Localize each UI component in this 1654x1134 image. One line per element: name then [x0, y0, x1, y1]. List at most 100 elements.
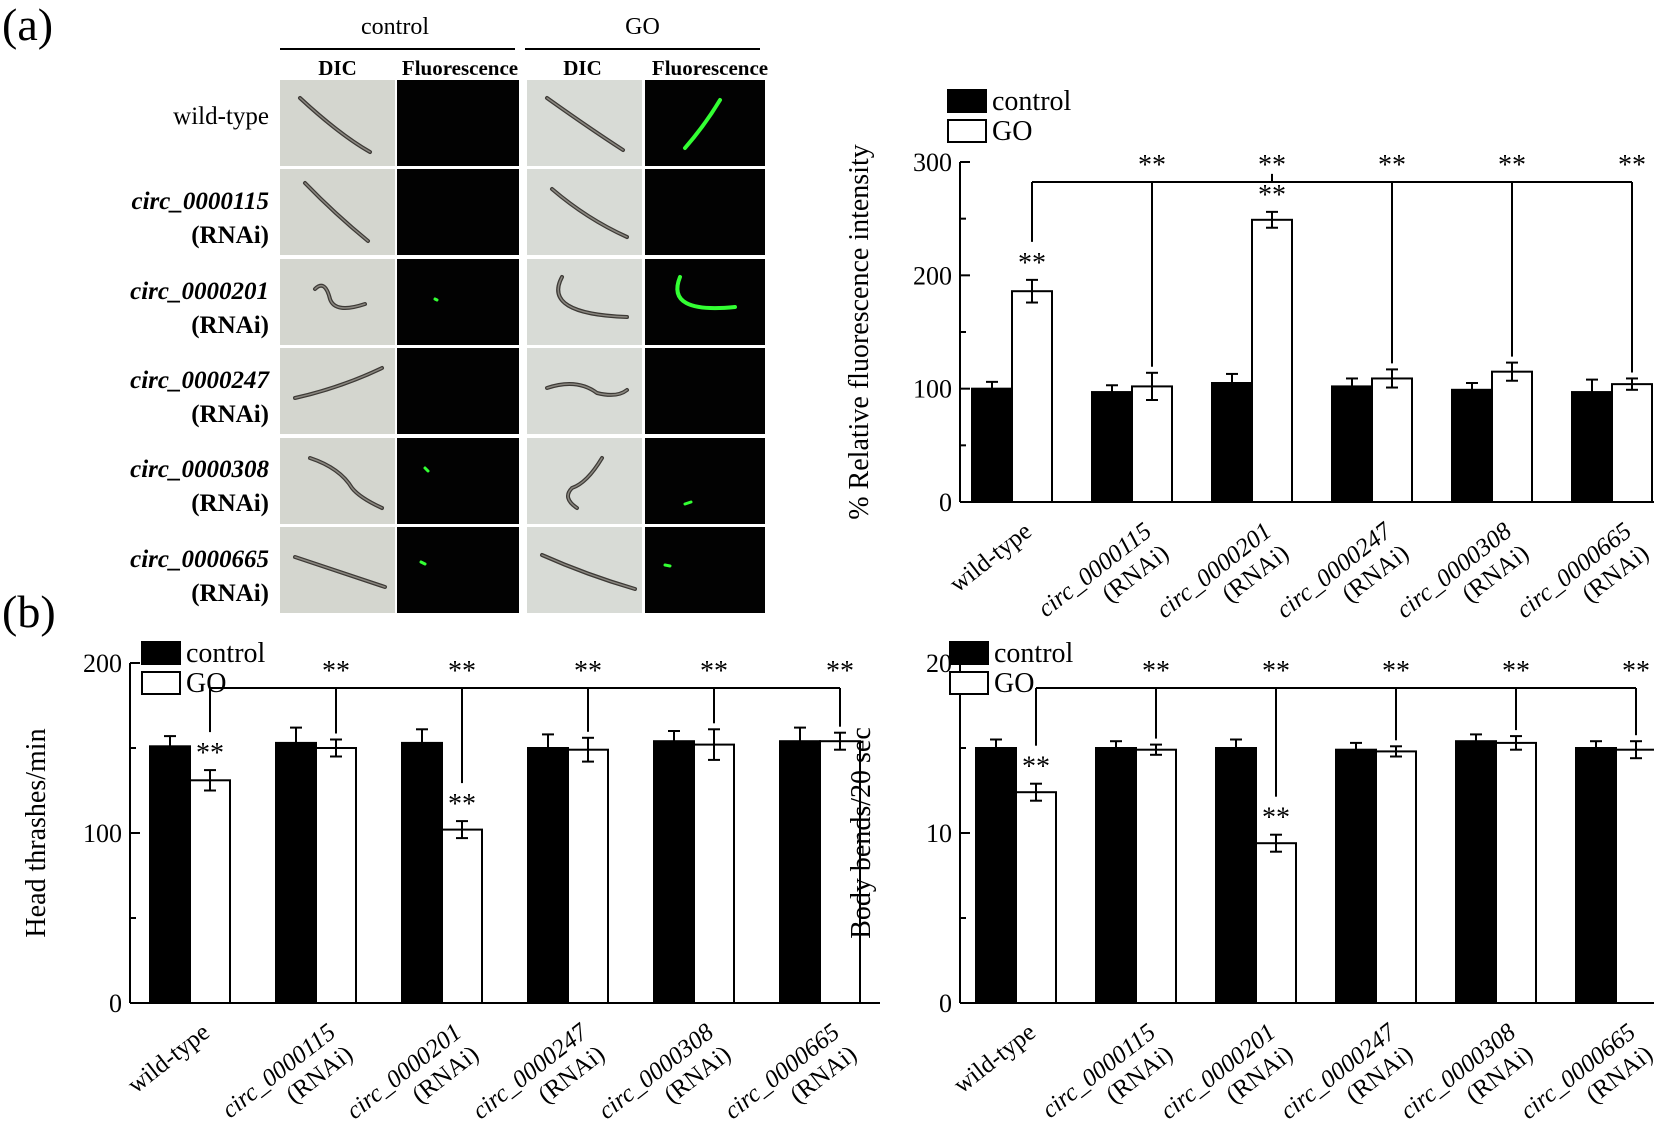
chart-fluorescence: 0 100 200 300 % Relative fluorescence intens…: [844, 86, 1654, 624]
x-tick-label-line: wild-type: [123, 1019, 215, 1099]
x-tick-label: circ_0000115(RNAi): [217, 1019, 358, 1124]
bar-control: [1335, 748, 1377, 1005]
x-tick-label: circ_0000308(RNAi): [1391, 517, 1534, 624]
worm-highlight: [546, 97, 624, 151]
row-label-name: wild-type: [173, 103, 269, 130]
x-tick-label: circ_0000247(RNAi): [1275, 1018, 1418, 1125]
column-header-go-fluorescence: Fluorescence: [651, 56, 769, 80]
significance-marker: **: [1622, 656, 1650, 687]
dic-image-tile: [280, 527, 395, 613]
fluorescence-image-tile: [397, 438, 519, 524]
significance-marker: **: [1142, 656, 1170, 687]
tile-background: [645, 348, 765, 434]
bar-go: [1375, 750, 1417, 1005]
gfp-signal: [683, 98, 722, 150]
dic-image-tile: [280, 80, 395, 166]
significance-marker: **: [1262, 803, 1290, 834]
bar-control: [275, 741, 317, 1005]
legend-swatch-go: [947, 119, 987, 143]
worm-highlight: [294, 556, 386, 588]
x-tick-label: circ_0000201(RNAi): [341, 1019, 484, 1125]
image-row: [280, 348, 765, 434]
bar-control: [1215, 747, 1257, 1004]
image-row: [280, 80, 765, 166]
bar-go: [1491, 370, 1533, 503]
y-tick-label: 0: [109, 989, 122, 1018]
y-tick-label: 100: [913, 375, 952, 404]
significance-marker: **: [700, 656, 728, 687]
legend-label-control: control: [186, 638, 266, 669]
image-row: [280, 259, 765, 345]
x-tick-label: circ_0000115(RNAi): [1037, 1019, 1178, 1124]
legend-swatch-control: [949, 641, 989, 665]
bar-go: [1615, 748, 1654, 1005]
significance-marker: **: [322, 656, 350, 687]
bar-go: [1371, 377, 1413, 504]
tile-background: [645, 438, 765, 524]
tile-background: [397, 169, 519, 255]
bar-go: [189, 779, 231, 1004]
fluorescence-image-tile: [645, 348, 765, 434]
bar-go: [1011, 290, 1053, 504]
tile-background: [527, 527, 642, 613]
bar-control: [527, 747, 569, 1004]
tile-background: [397, 348, 519, 434]
worm-highlight: [299, 97, 371, 153]
chart-head-thrashes: 0 100 200 Head thrashes/min ** ** ** ** ** ** ** co…: [21, 638, 880, 1125]
legend-swatch-control: [141, 641, 181, 665]
tile-background: [280, 348, 395, 434]
significance-marker: **: [448, 789, 476, 820]
x-tick-label-line: wild-type: [945, 518, 1037, 598]
tile-background: [397, 259, 519, 345]
dic-image-tile: [527, 348, 642, 434]
x-tick-label-line: wild-type: [949, 1019, 1041, 1099]
row-label-circ-0000665: circ_0000665 (RNAi): [130, 543, 269, 611]
dic-image-tile: [527, 80, 642, 166]
x-tick-label: circ_0000665(RNAi): [719, 1019, 862, 1125]
column-header-control-dic: DIC: [318, 56, 357, 80]
image-row: [280, 438, 765, 524]
x-tick-label: wild-type: [949, 1019, 1041, 1099]
tile-background: [645, 169, 765, 255]
significance-marker: **: [1262, 656, 1290, 687]
x-tick-label: circ_0000665(RNAi): [1515, 1019, 1654, 1125]
bar-control: [1455, 740, 1497, 1004]
bar-go: [819, 740, 861, 1004]
significance-marker: **: [1258, 180, 1286, 211]
chart-body-bends: 0 10 20 Body bends/20 sec ** ** ** ** ** ** ** cont…: [846, 638, 1654, 1125]
significance-marker: **: [1138, 150, 1166, 181]
bar-go: [1251, 218, 1293, 504]
x-tick-label: circ_0000308(RNAi): [593, 1018, 736, 1125]
fluorescence-image-tile: [397, 80, 519, 166]
dic-image-tile: [280, 348, 395, 434]
row-label-rnai: (RNAi): [191, 222, 269, 249]
fluorescence-image-tile: [397, 169, 519, 255]
row-label-rnai: (RNAi): [191, 312, 269, 339]
bar-go: [567, 748, 609, 1005]
y-tick-label: 0: [939, 989, 952, 1018]
row-label-rnai: (RNAi): [191, 490, 269, 517]
tile-background: [397, 438, 519, 524]
tile-background: [645, 259, 765, 345]
bar-control: [779, 740, 821, 1004]
fluorescence-image-tile: [397, 259, 519, 345]
panel-b-letter: (b): [2, 586, 56, 637]
bar-control: [653, 740, 695, 1004]
group-header-control: control: [361, 14, 429, 40]
worm-highlight: [567, 457, 603, 509]
bar-control: [1451, 388, 1493, 503]
dic-image-tile: [527, 259, 642, 345]
x-tick-label: circ_0000201(RNAi): [1151, 518, 1294, 624]
bar-go: [1135, 748, 1177, 1005]
bar-go: [1255, 842, 1297, 1005]
worm-highlight: [304, 182, 369, 242]
legend-label-control: control: [992, 86, 1072, 117]
y-axis-label: Body bends/20 sec: [846, 727, 877, 939]
bar-control: [1331, 385, 1373, 503]
bar-control: [975, 747, 1017, 1004]
row-label-circ-0000308: circ_0000308 (RNAi): [130, 453, 269, 521]
column-header-go-dic: DIC: [563, 56, 602, 80]
row-label-name: circ_0000201: [130, 278, 269, 305]
row-label-name: circ_0000665: [130, 546, 269, 573]
